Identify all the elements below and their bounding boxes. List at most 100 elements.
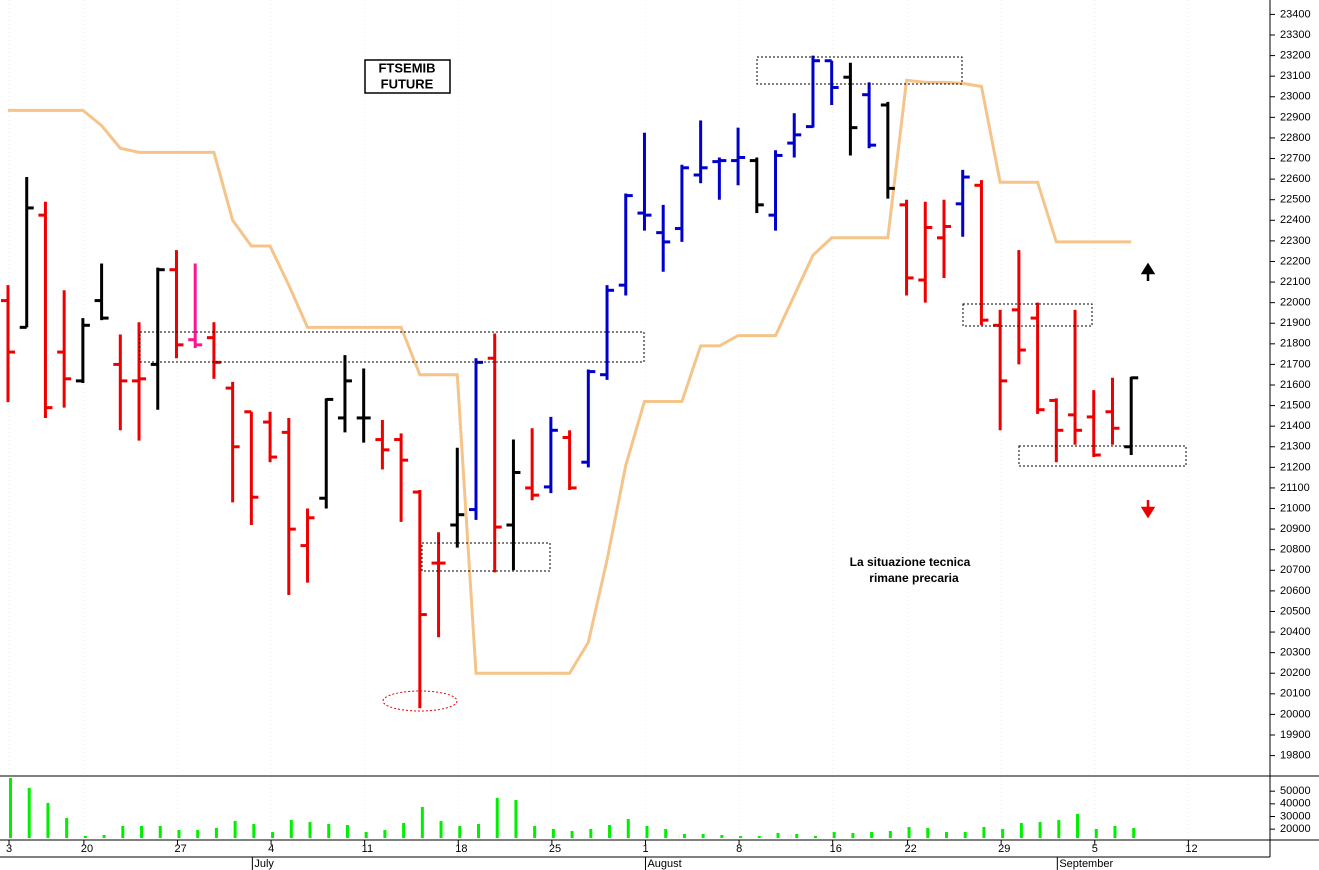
arrow-down (1140, 500, 1156, 519)
volume-bar (533, 825, 537, 838)
volume-bar (776, 832, 780, 838)
y-tick-label: 21900 (1280, 317, 1311, 329)
y-tick-label: 20100 (1280, 688, 1311, 700)
y-tick-label: 21600 (1280, 379, 1311, 391)
y-tick-label: 22500 (1280, 194, 1311, 206)
volume-bar (420, 807, 424, 838)
volume-bar (757, 835, 761, 838)
volume-bar (364, 832, 368, 838)
volume-bar (289, 820, 293, 838)
volume-bar (271, 832, 275, 838)
y-tick-label: 20900 (1280, 523, 1311, 535)
volume-bar (701, 833, 705, 838)
y-tick-label: 22800 (1280, 132, 1311, 144)
volume-bar (308, 822, 312, 838)
y-tick-label: 20500 (1280, 605, 1311, 617)
x-tick-label: 3 (6, 843, 12, 855)
x-tick-label: 16 (830, 843, 842, 855)
y-tick-label: 22200 (1280, 255, 1311, 267)
volume-bar (252, 823, 256, 838)
volume-tick-label: 20000 (1280, 823, 1311, 835)
y-tick-label: 22900 (1280, 111, 1311, 123)
volume-bar (739, 835, 743, 838)
x-tick-label: 5 (1092, 843, 1098, 855)
volume-bar (27, 788, 31, 838)
y-tick-label: 23300 (1280, 29, 1311, 41)
y-tick-label: 23200 (1280, 49, 1311, 61)
y-tick-label: 21500 (1280, 399, 1311, 411)
volume-bar (233, 821, 237, 838)
volume-bar (214, 828, 218, 838)
y-tick-label: 22100 (1280, 276, 1311, 288)
x-tick-label: 27 (174, 843, 186, 855)
volume-tick-label: 50000 (1280, 785, 1311, 797)
volume-bar (158, 825, 162, 838)
x-tick-label: 11 (362, 843, 373, 855)
y-tick-label: 22400 (1280, 214, 1311, 226)
volume-bar (9, 778, 12, 838)
volume-bar (1038, 822, 1042, 838)
volume-bar (196, 830, 200, 838)
y-tick-label: 20200 (1280, 667, 1311, 679)
volume-bar (645, 825, 649, 838)
y-tick-label: 21100 (1280, 482, 1310, 494)
y-tick-label: 22700 (1280, 152, 1311, 164)
x-tick-label: 12 (1185, 843, 1197, 855)
volume-bar (140, 825, 144, 838)
range-box (962, 303, 1093, 327)
volume-bar (83, 835, 87, 838)
x-tick-label: 22 (905, 843, 917, 855)
y-tick-label: 20800 (1280, 544, 1311, 556)
volume-bar (1094, 829, 1098, 838)
volume-bar (402, 822, 406, 838)
x-tick-label: 8 (736, 843, 742, 855)
volume-bar (46, 802, 50, 838)
volume-bar (832, 832, 836, 838)
y-tick-label: 20000 (1280, 708, 1311, 720)
y-tick-label: 21400 (1280, 420, 1311, 432)
volume-bar (1019, 822, 1023, 838)
y-tick-label: 22000 (1280, 297, 1311, 309)
month-label: July (254, 858, 274, 870)
volume-bar (327, 823, 331, 838)
volume-bar (495, 798, 499, 838)
y-tick-label: 23100 (1280, 70, 1311, 82)
title-box (364, 59, 451, 94)
x-tick-label: 18 (455, 843, 467, 855)
bar-layer (1, 55, 1139, 838)
x-tick-label: 20 (81, 843, 93, 855)
volume-bar (664, 829, 668, 838)
volume-bar (589, 829, 593, 838)
y-tick-label: 21800 (1280, 338, 1311, 350)
volume-bar (926, 828, 930, 838)
volume-bar (102, 834, 106, 838)
volume-bar (551, 829, 555, 838)
volume-bar (439, 821, 443, 838)
volume-bar (1076, 813, 1080, 838)
y-tick-label: 23000 (1280, 91, 1311, 103)
y-tick-label: 20400 (1280, 626, 1311, 638)
arrow-up (1140, 262, 1156, 281)
annotation: La situazione tecnica (850, 555, 971, 569)
volume-bar (608, 824, 612, 838)
y-tick-label: 20700 (1280, 564, 1311, 576)
volume-bar (1001, 829, 1005, 838)
y-tick-label: 23400 (1280, 8, 1311, 20)
chart-title: FUTURE (381, 76, 434, 91)
volume-bar (477, 823, 480, 838)
volume-bar (1057, 820, 1061, 838)
range-box (421, 542, 551, 572)
volume-bar (383, 830, 387, 838)
volume-bar (813, 835, 817, 838)
volume-bar (345, 824, 349, 838)
volume-bar (121, 825, 125, 838)
range-box (139, 331, 645, 363)
volume-bar (570, 831, 574, 838)
volume-bar (514, 800, 518, 838)
month-label: September (1059, 858, 1113, 870)
month-label: August (647, 858, 681, 870)
volume-bar (963, 832, 967, 838)
y-tick-label: 19800 (1280, 749, 1311, 761)
